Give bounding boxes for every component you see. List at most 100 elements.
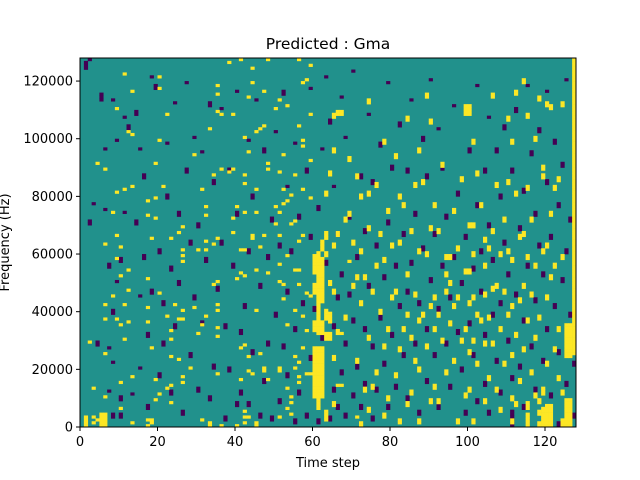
heatmap-cell-high <box>157 392 162 396</box>
heatmap-cell-low <box>235 401 240 405</box>
heatmap-cell-high <box>359 300 364 304</box>
heatmap-cell-low <box>355 256 360 261</box>
heatmap-cell-low <box>374 386 379 390</box>
heatmap-cell-high <box>436 228 441 232</box>
heatmap-cell-low <box>564 78 569 82</box>
heatmap-cell-high <box>153 196 158 200</box>
heatmap-cell-high <box>359 424 364 428</box>
heatmap-cell-high <box>324 308 329 312</box>
heatmap-cell-low <box>188 239 193 243</box>
heatmap-cell-low <box>235 213 240 217</box>
heatmap-cell-low <box>479 248 484 252</box>
heatmap-cell-low <box>386 81 391 85</box>
heatmap-cell-high <box>510 395 515 399</box>
heatmap-cell-high <box>405 118 410 122</box>
heatmap-cell-high <box>169 328 174 333</box>
heatmap-cell-low <box>134 112 139 116</box>
heatmap-cell-high <box>452 303 457 307</box>
heatmap-cell-high <box>300 81 306 85</box>
heatmap-cell-high <box>130 421 135 425</box>
heatmap-cell-low <box>552 138 557 142</box>
heatmap-cell-low <box>258 282 263 287</box>
heatmap-cell-low <box>386 406 391 410</box>
heatmap-cell-low <box>145 406 151 410</box>
heatmap-cell-high <box>304 291 309 295</box>
heatmap-cell-high <box>320 392 325 396</box>
heatmap-cell-low <box>525 265 530 269</box>
heatmap-cell-high <box>145 424 151 428</box>
heatmap-cell-high <box>285 104 290 108</box>
heatmap-cell-high <box>424 346 430 350</box>
heatmap-cell-high <box>320 245 325 249</box>
heatmap-cell-low <box>405 288 410 292</box>
heatmap-cell-high <box>568 424 573 428</box>
heatmap-cell-low <box>142 176 147 180</box>
heatmap-cell-high <box>486 245 492 249</box>
heatmap-cell-high <box>320 259 325 263</box>
heatmap-cell-high <box>180 254 185 258</box>
heatmap-cell-high <box>572 86 577 91</box>
heatmap-cell-high <box>545 409 550 413</box>
heatmap-cell-high <box>564 409 569 413</box>
heatmap-cell-low <box>250 352 255 356</box>
heatmap-cell-high <box>312 366 317 370</box>
heatmap-cell-high <box>242 343 247 347</box>
heatmap-cell-high <box>103 424 108 428</box>
heatmap-cell-high <box>339 112 344 116</box>
heatmap-cell-high <box>242 415 247 419</box>
heatmap-cell-high <box>564 403 569 408</box>
heatmap-cell-high <box>514 403 519 408</box>
heatmap-cell-high <box>320 389 325 393</box>
heatmap-cell-low <box>103 207 108 212</box>
heatmap-cell-high <box>424 251 430 255</box>
heatmap-cell-high <box>572 92 577 96</box>
heatmap-cell-high <box>297 239 302 243</box>
heatmap-cell-high <box>297 268 302 272</box>
heatmap-cell-high <box>479 320 484 324</box>
heatmap-cell-high <box>374 265 379 269</box>
heatmap-cell-high <box>211 282 216 287</box>
heatmap-cell-high <box>572 199 577 203</box>
heatmap-cell-low <box>463 233 468 238</box>
heatmap-cell-low <box>176 279 182 284</box>
heatmap-cell-high <box>378 230 383 235</box>
heatmap-cell-low <box>506 274 511 278</box>
heatmap-cell-low <box>351 395 356 399</box>
heatmap-cell-high <box>572 328 577 333</box>
heatmap-cell-high <box>517 236 523 240</box>
heatmap-cell-high <box>246 95 251 99</box>
heatmap-cell-low <box>401 354 406 359</box>
heatmap-cell-high <box>572 326 577 330</box>
heatmap-cell-low <box>517 363 523 367</box>
heatmap-cell-high <box>262 124 267 128</box>
heatmap-cell-high <box>331 242 337 246</box>
heatmap-cell-low <box>277 242 282 246</box>
heatmap-cell-high <box>552 346 557 350</box>
heatmap-cell-high <box>475 363 480 367</box>
heatmap-cell-high <box>320 256 325 261</box>
heatmap-cell-high <box>417 317 422 321</box>
heatmap-cell-high <box>545 245 550 249</box>
heatmap-cell-low <box>304 170 309 174</box>
heatmap-cell-high <box>304 328 309 333</box>
heatmap-cell-high <box>215 303 220 307</box>
heatmap-cell-high <box>490 288 495 292</box>
heatmap-cell-low <box>560 277 565 281</box>
heatmap-cell-high <box>572 228 577 232</box>
heatmap-cell-high <box>359 193 364 197</box>
heatmap-cell-high <box>432 202 437 206</box>
heatmap-cell-high <box>564 398 569 402</box>
heatmap-cell-high <box>378 233 383 238</box>
heatmap-cell-high <box>572 190 577 194</box>
heatmap-cell-low <box>483 334 488 338</box>
heatmap-cell-high <box>483 239 488 243</box>
heatmap-cell-low <box>378 317 383 321</box>
heatmap-cell-high <box>525 112 530 116</box>
heatmap-cell-low <box>362 380 368 385</box>
heatmap-cell-high <box>161 184 166 189</box>
heatmap-cell-high <box>331 401 337 405</box>
heatmap-cell-high <box>366 190 371 194</box>
heatmap-cell-high <box>510 256 515 261</box>
heatmap-cell-high <box>126 268 131 272</box>
heatmap-cell-high <box>316 265 321 269</box>
